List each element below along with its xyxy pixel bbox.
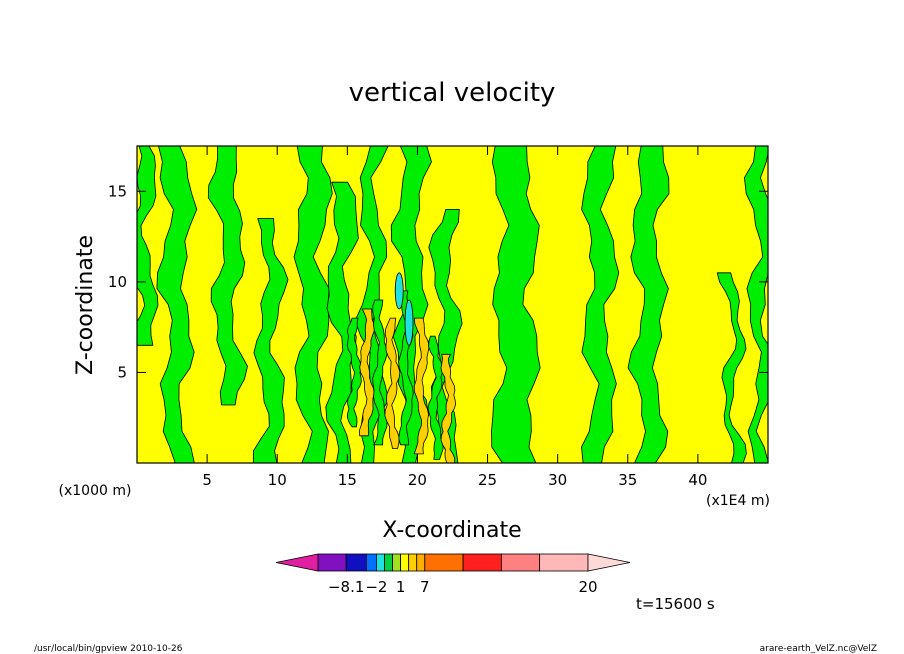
colorbar-level-label: 7 bbox=[420, 578, 430, 596]
x-tick-label: 40 bbox=[688, 471, 707, 489]
convective-streak bbox=[384, 317, 401, 449]
colorbar-segment bbox=[365, 553, 377, 572]
updraft-band bbox=[293, 146, 333, 463]
updraft-core bbox=[404, 299, 414, 346]
colorbar-segment bbox=[424, 553, 464, 572]
y-tick-label: 5 bbox=[117, 363, 127, 381]
colorbar-segment bbox=[376, 553, 385, 572]
x-tick-label: 10 bbox=[268, 471, 287, 489]
y-axis-label: Z-coordinate bbox=[73, 235, 98, 375]
colorbar-level-label: −8.1 bbox=[328, 578, 364, 596]
colorbar-segment bbox=[416, 553, 426, 572]
colorbar-labels: −8.1 −2 1 7 20 bbox=[328, 578, 598, 596]
convective-streak bbox=[346, 317, 362, 428]
colorbar-segment bbox=[462, 553, 502, 572]
time-label: t=15600 s bbox=[636, 595, 715, 613]
convective-streak bbox=[413, 317, 430, 455]
updraft-bands bbox=[137, 146, 768, 463]
updraft-band bbox=[716, 272, 747, 463]
chart-title: vertical velocity bbox=[349, 78, 556, 108]
colorbar-high-arrow bbox=[587, 553, 631, 572]
plot-area bbox=[137, 146, 768, 463]
strong-updraft-cores bbox=[394, 272, 414, 346]
updraft-band bbox=[491, 146, 541, 463]
colorbar-segment bbox=[317, 553, 347, 572]
y-tick-label: 15 bbox=[108, 182, 127, 200]
x-axis-label: X-coordinate bbox=[382, 518, 521, 543]
colorbar-level-label: 1 bbox=[396, 578, 406, 596]
updraft-band bbox=[581, 146, 620, 463]
y-unit-label: (x1000 m) bbox=[59, 483, 132, 499]
colorbar bbox=[275, 553, 631, 572]
updraft-band bbox=[137, 146, 159, 346]
x-axis-ticks: 5 10 15 20 25 30 35 40 bbox=[202, 146, 707, 489]
updraft-band bbox=[627, 146, 670, 463]
x-tick-label: 15 bbox=[338, 471, 357, 489]
updraft-band bbox=[207, 146, 248, 406]
colorbar-segment bbox=[408, 553, 418, 572]
convective-streak bbox=[372, 299, 388, 446]
convective-streaks bbox=[346, 290, 457, 463]
colorbar-segment bbox=[500, 553, 541, 572]
x-tick-label: 35 bbox=[618, 471, 637, 489]
updraft-band bbox=[156, 146, 198, 463]
y-tick-label: 10 bbox=[108, 273, 127, 291]
convective-streak bbox=[427, 335, 444, 460]
x-tick-label: 5 bbox=[202, 471, 212, 489]
colorbar-segment bbox=[345, 553, 367, 572]
x-tick-label: 20 bbox=[408, 471, 427, 489]
colorbar-segment bbox=[392, 553, 402, 572]
footer-left: /usr/local/bin/gpview 2010-10-26 bbox=[34, 644, 183, 654]
updraft-band bbox=[744, 146, 768, 463]
updraft-core bbox=[394, 272, 404, 310]
colorbar-low-arrow bbox=[275, 553, 319, 572]
colorbar-level-label: −2 bbox=[365, 578, 387, 596]
updraft-band bbox=[252, 218, 289, 463]
colorbar-segment bbox=[539, 553, 589, 572]
x-tick-label: 25 bbox=[478, 471, 497, 489]
y-axis-ticks: 5 10 15 bbox=[108, 182, 768, 381]
plot-frame bbox=[136, 145, 769, 464]
footer-right: arare-earth_VelZ.nc@VelZ bbox=[760, 644, 877, 654]
x-tick-label: 30 bbox=[548, 471, 567, 489]
x-unit-label: (x1E4 m) bbox=[706, 493, 770, 509]
colorbar-level-label: 20 bbox=[578, 578, 597, 596]
colorbar-segment bbox=[400, 553, 410, 572]
colorbar-segment bbox=[384, 553, 393, 572]
convective-streak bbox=[440, 353, 457, 463]
updraft-band bbox=[325, 181, 359, 463]
